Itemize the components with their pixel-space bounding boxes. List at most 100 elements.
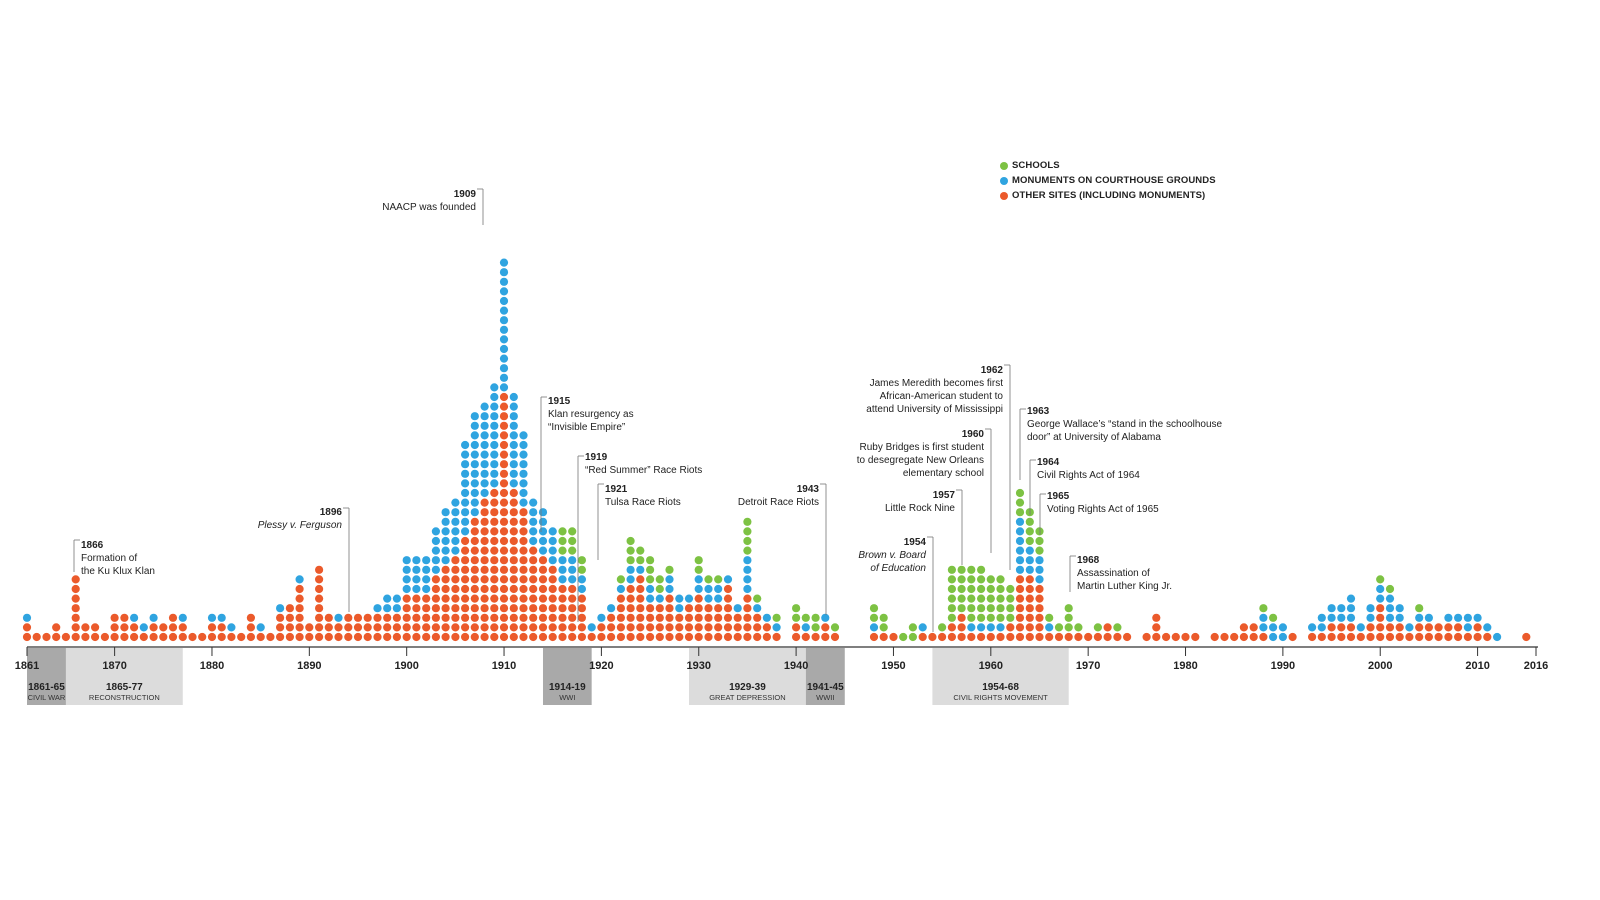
dot-other-1888 — [285, 623, 294, 632]
dot-courthouse-2012 — [1493, 632, 1502, 642]
dot-courthouse-1917 — [568, 565, 577, 574]
dot-courthouse-1920 — [597, 613, 606, 622]
dot-other-1957 — [957, 623, 966, 632]
dot-other-1977 — [1152, 613, 1161, 622]
dot-other-2000 — [1376, 604, 1385, 613]
dot-courthouse-1909 — [490, 412, 499, 421]
dot-courthouse-1953 — [918, 623, 927, 632]
dot-schools-1940 — [792, 604, 801, 613]
dot-schools-1942 — [811, 613, 820, 622]
dot-other-1896 — [363, 623, 372, 632]
dot-courthouse-1907 — [470, 431, 479, 440]
dot-other-1972 — [1103, 623, 1112, 632]
annotation-year-1965: 1965 — [1047, 491, 1070, 502]
dot-other-1925 — [646, 604, 655, 613]
annotation-text-1915: “Invisible Empire” — [548, 422, 625, 433]
dot-courthouse-1917 — [568, 556, 577, 565]
dot-courthouse-1923 — [626, 575, 635, 584]
dot-other-1949 — [879, 632, 888, 642]
tick-label-1930: 1930 — [687, 660, 711, 672]
dot-other-1937 — [762, 623, 772, 632]
dot-other-1899 — [392, 632, 401, 642]
dot-other-1916 — [558, 594, 567, 603]
dot-other-1970 — [1084, 632, 1093, 642]
dot-schools-1925 — [646, 575, 655, 584]
dot-courthouse-1889 — [295, 575, 304, 584]
dot-other-1905 — [451, 604, 460, 613]
dot-courthouse-1930 — [694, 575, 703, 584]
dot-other-1896 — [363, 613, 372, 622]
dot-other-1911 — [509, 565, 518, 574]
era-range-label: 1929-39 — [729, 682, 766, 693]
dot-other-1920 — [597, 623, 606, 632]
dot-courthouse-1881 — [217, 613, 226, 622]
dot-other-1910 — [499, 546, 509, 555]
dot-other-1911 — [509, 604, 518, 613]
dot-schools-1962 — [1006, 604, 1015, 613]
tick-label-1940: 1940 — [784, 660, 808, 672]
annotation-text-1954: of Education — [870, 563, 926, 574]
annotation-year-1919: 1919 — [585, 452, 608, 463]
dot-other-1930 — [694, 632, 703, 642]
dot-schools-1916 — [558, 536, 567, 546]
dot-other-1956 — [947, 623, 957, 632]
dot-courthouse-1994 — [1317, 623, 1326, 632]
dot-schools-1964 — [1025, 536, 1034, 546]
dot-other-1914 — [538, 623, 548, 632]
dot-courthouse-1916 — [558, 565, 567, 574]
dot-other-1965 — [1035, 623, 1044, 632]
dot-other-1889 — [295, 613, 304, 622]
dot-schools-1965 — [1035, 527, 1044, 536]
annotation-text-1963: door” at University of Alabama — [1027, 432, 1161, 443]
dot-other-1861 — [22, 632, 32, 642]
dot-other-1913 — [529, 575, 538, 584]
dot-other-1911 — [509, 623, 518, 632]
dot-other-1864 — [52, 623, 61, 632]
dot-other-1987 — [1249, 632, 1258, 642]
dot-courthouse-2005 — [1424, 613, 1433, 622]
dot-schools-1956 — [947, 575, 957, 584]
dot-other-1915 — [548, 632, 557, 642]
dot-other-1899 — [392, 613, 401, 622]
dot-other-1940 — [792, 623, 801, 632]
dot-courthouse-1933 — [723, 575, 733, 584]
dot-other-2006 — [1434, 623, 1443, 632]
dot-other-1912 — [519, 623, 528, 632]
dot-schools-1966 — [1045, 613, 1054, 622]
dot-other-1872 — [130, 623, 139, 632]
dot-other-2011 — [1483, 632, 1492, 642]
dot-courthouse-1948 — [869, 623, 879, 632]
dot-courthouse-1911 — [509, 421, 518, 430]
dot-other-1906 — [461, 546, 470, 555]
dot-schools-1962 — [1006, 594, 1015, 603]
dot-other-1866 — [71, 604, 80, 613]
dot-schools-1958 — [967, 613, 976, 622]
dot-other-1924 — [636, 575, 645, 584]
dot-courthouse-1990 — [1278, 623, 1287, 632]
dot-other-1896 — [363, 632, 372, 642]
dot-other-1932 — [714, 632, 723, 642]
tick-label-1960: 1960 — [979, 660, 1003, 672]
dot-other-1891 — [315, 575, 324, 584]
dot-other-1923 — [626, 613, 635, 622]
dot-marks — [22, 258, 1531, 642]
dot-other-1866 — [71, 632, 80, 642]
dot-courthouse-1910 — [499, 335, 509, 344]
dot-other-1910 — [499, 632, 509, 642]
dot-courthouse-1963 — [1015, 527, 1025, 536]
dot-courthouse-1931 — [704, 594, 713, 603]
dot-schools-1959 — [977, 575, 986, 584]
dot-courthouse-1913 — [529, 527, 538, 536]
dot-courthouse-1911 — [509, 392, 518, 402]
dot-schools-1973 — [1113, 623, 1122, 632]
dot-courthouse-1912 — [519, 440, 528, 450]
dot-courthouse-1903 — [431, 565, 440, 574]
dot-other-1965 — [1035, 604, 1044, 613]
dot-schools-1957 — [957, 575, 966, 584]
dot-schools-1968 — [1064, 604, 1073, 613]
annotation-text-1960: Ruby Bridges is first student — [860, 442, 985, 453]
dot-schools-1930 — [694, 556, 703, 565]
dot-other-2010 — [1473, 632, 1482, 642]
dot-other-1908 — [480, 594, 489, 603]
dot-other-1915 — [548, 623, 557, 632]
